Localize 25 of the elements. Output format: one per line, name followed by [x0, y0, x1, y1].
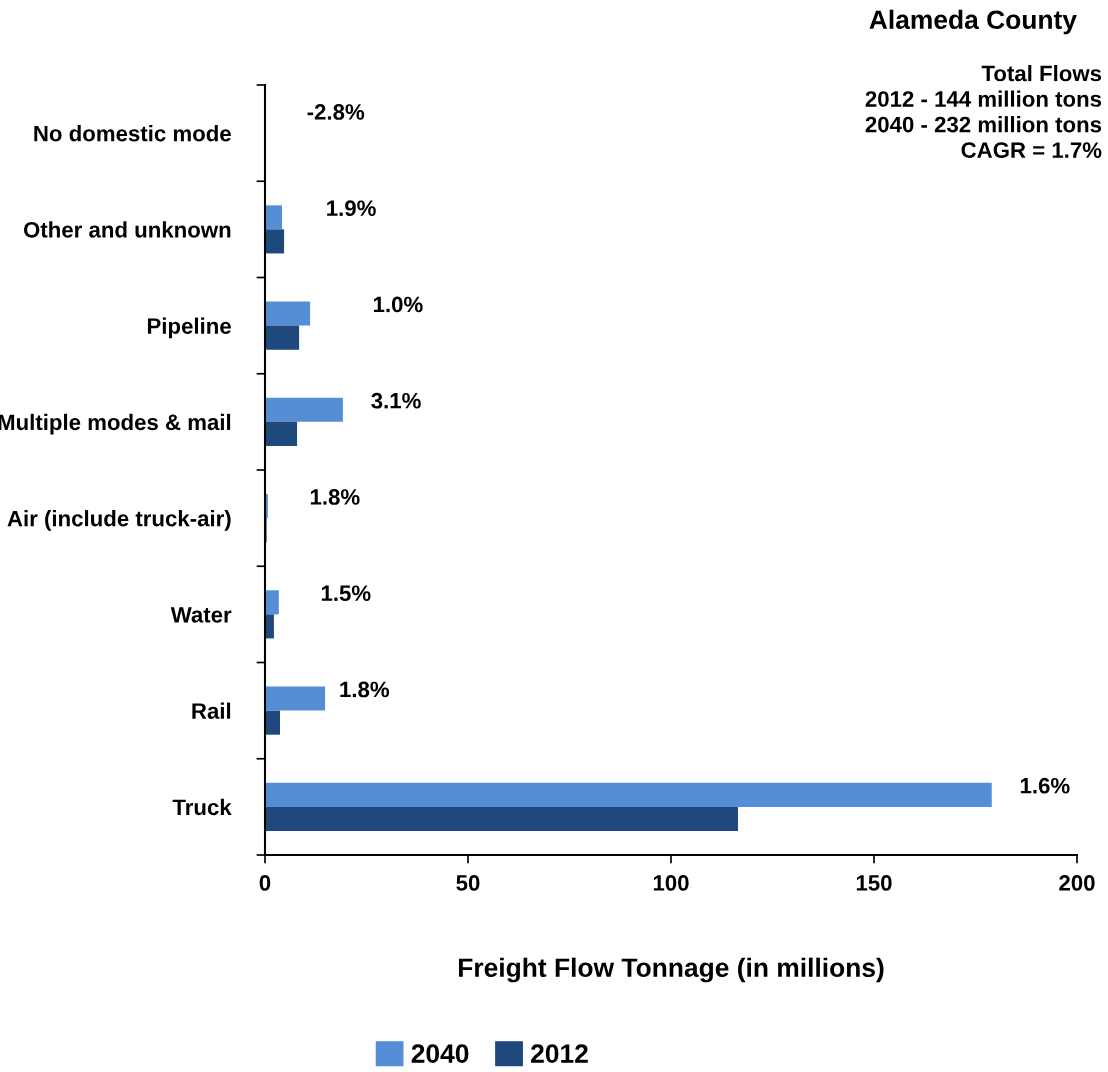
chart-title: Alameda County: [869, 9, 1077, 35]
x-axis-title: Freight Flow Tonnage (in millions): [458, 957, 884, 983]
legend-label: 2012: [531, 1044, 588, 1063]
annotation: 1.9%: [327, 200, 376, 217]
y-tick-label: Air (include truck-air): [7, 510, 231, 531]
y-tick-label: Pipeline: [147, 317, 231, 339]
x-tick-label: 200: [1059, 875, 1095, 891]
y-tick-label: Water: [170, 607, 232, 623]
x-tick-label: 150: [856, 875, 892, 891]
annotation: 1.6%: [1020, 777, 1070, 794]
x-tick-label: 0: [259, 875, 271, 891]
legend-label: 2040: [411, 1044, 469, 1063]
annotation: 1.8%: [310, 489, 360, 505]
x-tick-label: 50: [456, 875, 480, 891]
x-tick-label: 100: [653, 875, 689, 891]
annotation: 1.0%: [373, 296, 423, 313]
annotation: 3.1%: [371, 392, 421, 409]
annotation: 1.5%: [321, 585, 371, 602]
y-tick-label: Rail: [192, 702, 231, 719]
annotation: Total Flows 2012 - 144 million tons 2040 - 232 million tons CAGR = 1.7%: [865, 65, 1102, 158]
annotation: 1.8%: [340, 681, 390, 698]
y-tick-label: Other and unknown: [23, 221, 231, 238]
y-tick-label: No domestic mode: [34, 125, 231, 142]
y-tick-label: Truck: [172, 798, 232, 816]
annotation: -2.8%: [307, 104, 365, 120]
